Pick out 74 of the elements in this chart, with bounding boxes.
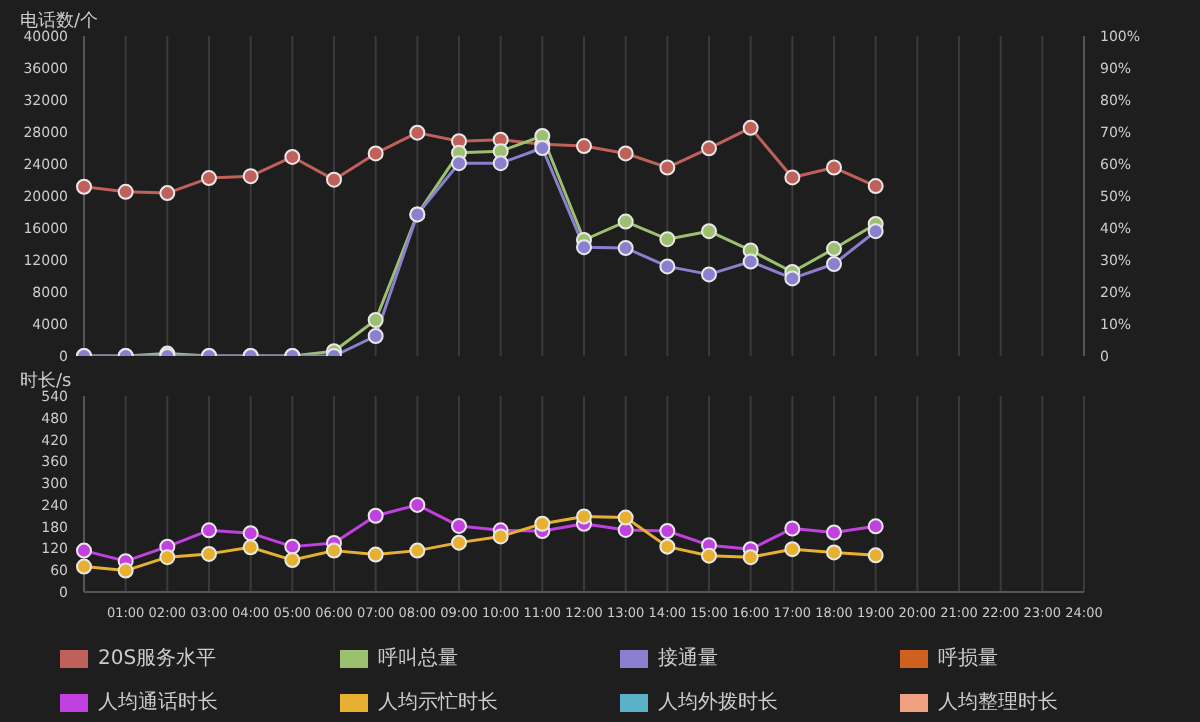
point xyxy=(451,534,467,551)
point xyxy=(451,517,467,534)
point xyxy=(159,185,176,202)
point xyxy=(576,239,592,256)
y-axis-title: 时长/s xyxy=(20,369,72,392)
point xyxy=(76,558,92,575)
legend-label: 20S服务水平 xyxy=(98,645,217,672)
point xyxy=(76,178,92,195)
point xyxy=(617,213,634,230)
point xyxy=(576,138,592,155)
point xyxy=(201,545,217,562)
point xyxy=(326,542,342,559)
point xyxy=(159,549,176,566)
point xyxy=(826,256,842,272)
point xyxy=(284,538,301,555)
legend-label: 接通量 xyxy=(658,645,718,672)
point xyxy=(367,328,384,344)
point xyxy=(659,523,676,540)
point xyxy=(201,170,217,187)
point xyxy=(242,539,259,556)
point xyxy=(826,240,842,257)
point xyxy=(242,168,259,185)
legend-label: 呼叫总量 xyxy=(378,645,458,672)
point xyxy=(534,515,551,532)
point xyxy=(409,496,426,513)
point xyxy=(367,312,384,328)
point xyxy=(242,525,259,542)
point xyxy=(409,124,426,141)
point xyxy=(617,509,634,526)
point xyxy=(659,538,676,555)
point xyxy=(826,524,842,541)
point xyxy=(826,159,842,176)
legend-label: 呼损量 xyxy=(938,645,998,672)
point xyxy=(117,562,134,579)
point xyxy=(492,528,509,545)
point xyxy=(784,169,801,186)
point xyxy=(867,547,884,564)
legend-label: 人均示忙时长 xyxy=(378,689,498,716)
point xyxy=(659,159,676,176)
point xyxy=(284,148,301,165)
point xyxy=(784,541,801,558)
point xyxy=(492,155,509,172)
legend-label: 人均整理时长 xyxy=(938,689,1058,716)
point xyxy=(826,544,842,561)
point xyxy=(867,223,884,240)
point xyxy=(784,270,801,287)
point xyxy=(76,542,92,559)
point xyxy=(367,145,384,162)
point xyxy=(701,266,717,283)
point xyxy=(701,140,717,157)
point xyxy=(284,552,301,569)
point xyxy=(742,253,759,270)
point xyxy=(659,258,676,275)
point xyxy=(701,223,717,240)
point xyxy=(326,171,342,188)
point xyxy=(617,145,634,162)
point xyxy=(867,518,884,535)
point xyxy=(451,155,467,172)
legend-label: 人均外拨时长 xyxy=(658,689,778,716)
point xyxy=(617,240,634,256)
point xyxy=(742,119,759,136)
point xyxy=(659,231,676,248)
point xyxy=(742,549,759,566)
legend-label: 人均通话时长 xyxy=(98,689,218,716)
point xyxy=(701,547,717,564)
point xyxy=(367,546,384,563)
point xyxy=(784,520,801,537)
point xyxy=(201,522,217,539)
point xyxy=(117,183,134,200)
point xyxy=(867,178,884,195)
y-axis-title: 电话数/个 xyxy=(20,9,99,32)
point xyxy=(367,507,384,524)
point xyxy=(576,508,592,525)
point xyxy=(409,542,426,559)
